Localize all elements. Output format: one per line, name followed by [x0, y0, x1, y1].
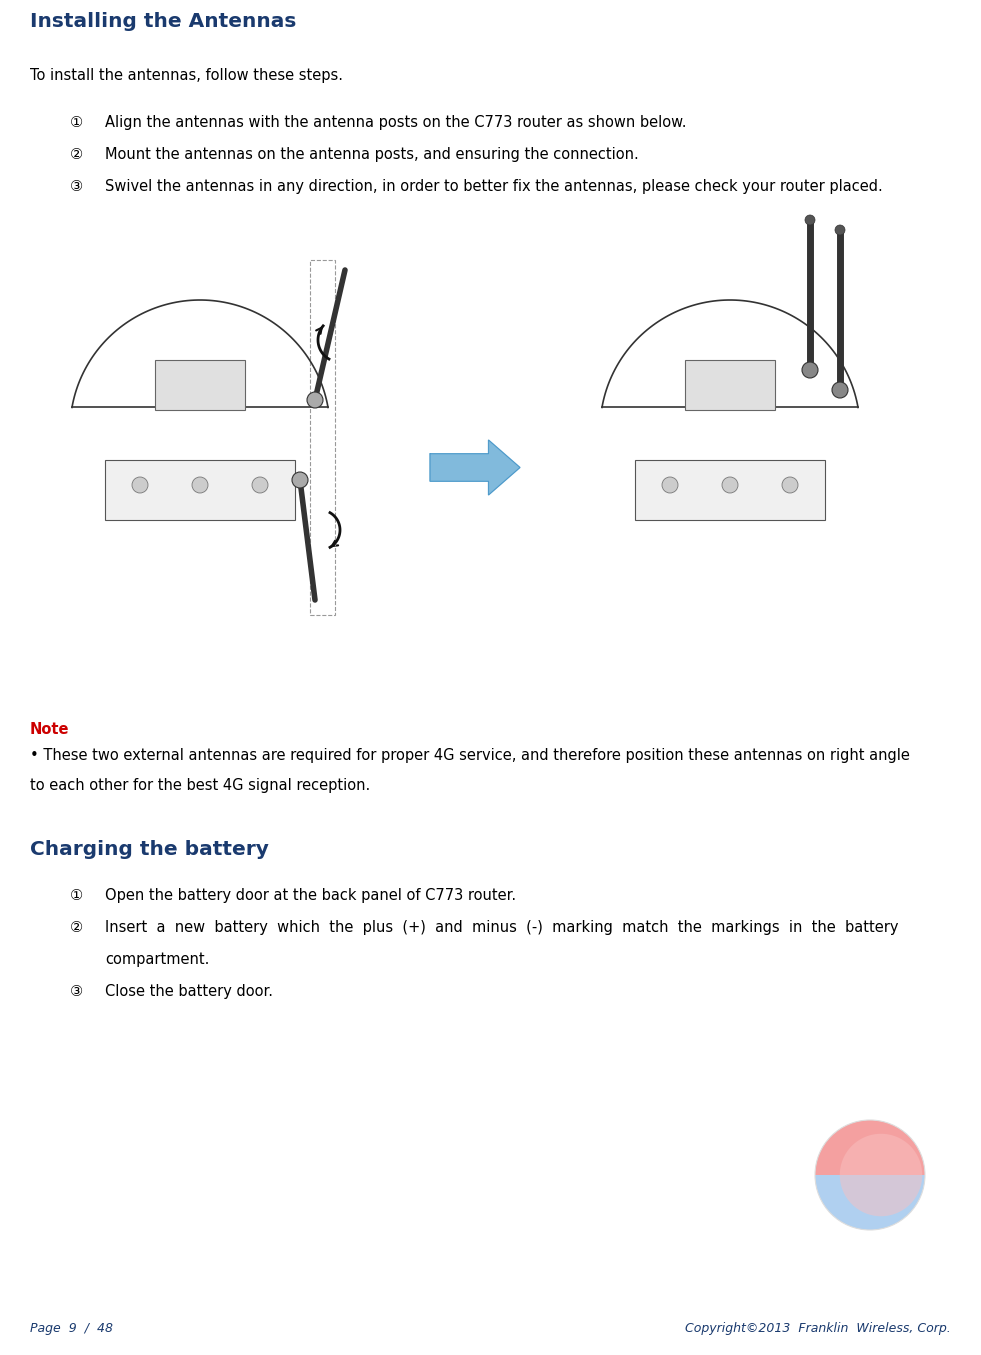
Bar — [310, 260, 335, 615]
Text: ③: ③ — [70, 984, 83, 999]
Bar — [685, 360, 775, 411]
Circle shape — [662, 477, 678, 493]
Text: Installing the Antennas: Installing the Antennas — [30, 12, 296, 31]
Bar — [0, 234, 981, 701]
Circle shape — [835, 225, 845, 234]
Bar — [635, 459, 825, 520]
Text: Page  9  /  48: Page 9 / 48 — [30, 1322, 113, 1335]
Circle shape — [252, 477, 268, 493]
Circle shape — [805, 215, 815, 225]
Circle shape — [192, 477, 208, 493]
Text: ①: ① — [70, 888, 83, 902]
Text: Charging the battery: Charging the battery — [30, 840, 269, 859]
Circle shape — [840, 1134, 922, 1217]
Text: Mount the antennas on the antenna posts, and ensuring the connection.: Mount the antennas on the antenna posts,… — [105, 146, 639, 163]
Text: to each other for the best 4G signal reception.: to each other for the best 4G signal rec… — [30, 778, 370, 793]
Text: Swivel the antennas in any direction, in order to better fix the antennas, pleas: Swivel the antennas in any direction, in… — [105, 179, 883, 194]
Text: To install the antennas, follow these steps.: To install the antennas, follow these st… — [30, 68, 343, 83]
Text: Open the battery door at the back panel of C773 router.: Open the battery door at the back panel … — [105, 888, 516, 902]
Text: • These two external antennas are required for proper 4G service, and therefore : • These two external antennas are requir… — [30, 748, 909, 763]
Text: Insert  a  new  battery  which  the  plus  (+)  and  minus  (-)  marking  match : Insert a new battery which the plus (+) … — [105, 920, 899, 935]
Circle shape — [782, 477, 798, 493]
Circle shape — [307, 392, 323, 408]
Wedge shape — [815, 1175, 925, 1230]
Text: ①: ① — [70, 115, 83, 130]
Text: compartment.: compartment. — [105, 953, 209, 967]
Bar — [155, 360, 245, 411]
Text: ③: ③ — [70, 179, 83, 194]
Circle shape — [802, 362, 818, 378]
Text: Copyright©2013  Franklin  Wireless, Corp.: Copyright©2013 Franklin Wireless, Corp. — [686, 1322, 951, 1335]
Text: Note: Note — [30, 722, 70, 737]
Polygon shape — [430, 440, 520, 495]
Text: Align the antennas with the antenna posts on the C773 router as shown below.: Align the antennas with the antenna post… — [105, 115, 687, 130]
Bar — [105, 459, 295, 520]
Text: ②: ② — [70, 146, 83, 163]
Text: Close the battery door.: Close the battery door. — [105, 984, 273, 999]
Circle shape — [132, 477, 148, 493]
Circle shape — [722, 477, 738, 493]
Circle shape — [832, 382, 848, 398]
Circle shape — [292, 472, 308, 488]
Text: ②: ② — [70, 920, 83, 935]
Wedge shape — [815, 1121, 925, 1175]
